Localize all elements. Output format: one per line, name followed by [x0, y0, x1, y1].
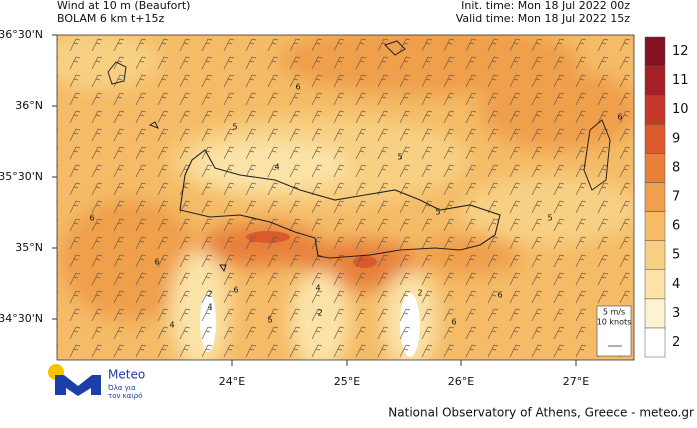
lat-label: 34°30'N — [0, 312, 43, 325]
lat-label: 35°N — [15, 241, 43, 254]
contour-label: 5 — [232, 123, 237, 132]
wind-scale-box — [596, 305, 632, 357]
colorbar-label: 12 — [672, 44, 689, 59]
colorbar-swatch — [644, 269, 666, 300]
contour-label: 6 — [154, 258, 159, 267]
contour-label: 4 — [274, 163, 279, 172]
colorbar-swatch — [644, 211, 666, 241]
colorbar-swatch — [644, 36, 666, 67]
contour-label: 5 — [435, 208, 440, 217]
contour-label: 6 — [295, 83, 300, 92]
contour-label: 5 — [267, 316, 272, 325]
title-line: Init. time: Mon 18 Jul 2022 00z — [461, 0, 630, 12]
map-frame — [56, 34, 635, 361]
contour-label: 6 — [89, 214, 94, 223]
footer: National Observatory of Athens, Greece -… — [388, 406, 694, 420]
contour-label: 5 — [547, 214, 552, 223]
colorbar-label: 9 — [672, 131, 680, 146]
colorbar-label: 6 — [672, 219, 680, 234]
contour-label: 4 — [207, 303, 212, 312]
colorbar-label: 10 — [672, 102, 689, 117]
colorbar-label: 5 — [672, 248, 680, 263]
lon-label: 27°E — [563, 375, 589, 388]
colorbar-label: 11 — [672, 73, 689, 88]
contour-label: 6 — [497, 291, 502, 300]
colorbar-swatch — [644, 298, 666, 329]
map — [57, 35, 634, 360]
contour-label: 2 — [317, 309, 322, 318]
lat-label: 36°N — [15, 99, 43, 112]
contour-label: 4 — [315, 284, 320, 293]
title-line: BOLAM 6 km t+15z — [57, 12, 165, 25]
title-line: Valid time: Mon 18 Jul 2022 15z — [456, 12, 630, 25]
lat-label: 35°30'N — [0, 170, 43, 183]
contour-label: 4 — [169, 321, 174, 330]
contour-label: 6 — [617, 113, 622, 122]
lat-label: 36°30'N — [0, 28, 43, 41]
colorbar-swatch — [644, 240, 666, 270]
contour-label: 6 — [451, 318, 456, 327]
contour-label: 2 — [207, 290, 212, 299]
colorbar-swatch — [644, 94, 666, 125]
wind-scale-label: 5 m/s — [603, 308, 625, 317]
contour-label: 6 — [233, 286, 238, 295]
colorbar-label: 4 — [672, 277, 680, 292]
colorbar-label: 8 — [672, 160, 680, 175]
colorbar-label: 2 — [672, 335, 680, 350]
colorbar-label: 7 — [672, 190, 680, 205]
logo-name: Meteo — [108, 368, 145, 382]
colorbar-swatch — [644, 327, 666, 358]
colorbar-swatch — [644, 153, 666, 183]
lon-label: 25°E — [334, 375, 360, 388]
logo-mark — [55, 375, 101, 396]
lon-label: 24°E — [219, 375, 245, 388]
colorbar-label: 3 — [672, 306, 680, 321]
contour-label: 2 — [417, 289, 422, 298]
colorbar-swatch — [644, 65, 666, 96]
colorbar-swatch — [644, 124, 666, 154]
lon-label: 26°E — [448, 375, 474, 388]
wind-scale-label: 10 knots — [597, 318, 632, 327]
colorbar-swatch — [644, 182, 666, 212]
title-line: Wind at 10 m (Beaufort) — [57, 0, 190, 12]
logo-tagline: τον καιρό — [108, 392, 142, 400]
logo-tagline: Όλα για — [107, 384, 136, 392]
contour-label: 5 — [397, 153, 402, 162]
